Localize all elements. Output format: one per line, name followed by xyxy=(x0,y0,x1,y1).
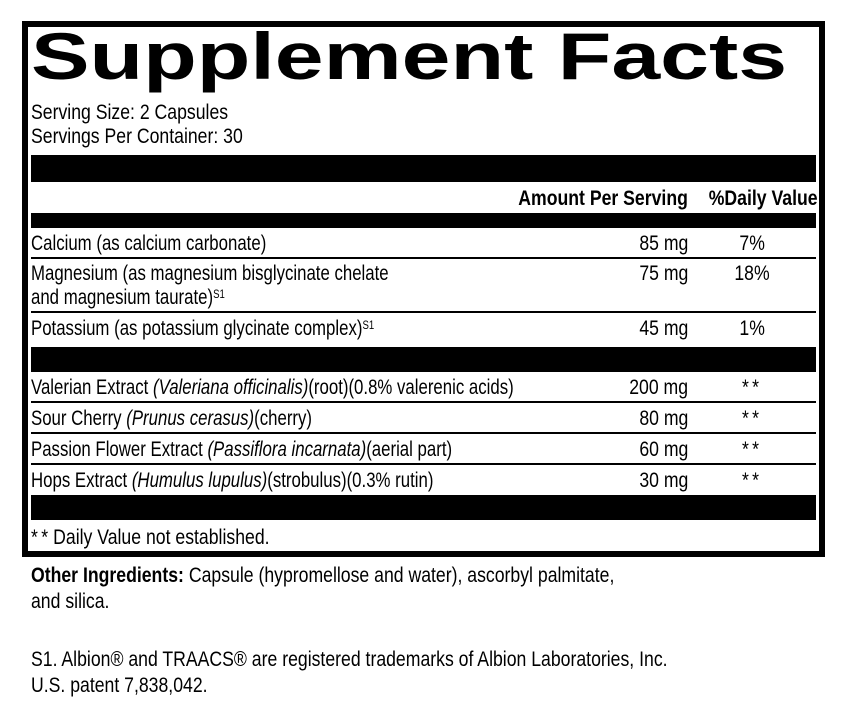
daily-value-header: %Daily Value xyxy=(708,187,818,210)
ingredient-row-magnesium: Magnesium (as magnesium bisglycinate che… xyxy=(31,259,816,313)
column-header-row: Amount Per Serving %Daily Value xyxy=(31,182,818,213)
amount-cell: 80 mg xyxy=(638,407,688,430)
ingredient-name: Potassium (as potassium glycinate comple… xyxy=(31,317,375,340)
ingredient-row-sour-cherry: Sour Cherry (Prunus cerasus)(cherry) 80 … xyxy=(31,403,816,434)
footnote-stars: ** xyxy=(31,526,52,549)
daily-value-cell: 7% xyxy=(739,232,765,255)
amount-cell: 75 mg xyxy=(638,262,688,285)
other-ingredients-line2: and silica. xyxy=(31,590,110,613)
daily-value-cell: ** xyxy=(741,376,763,399)
divider-bar-thick-top xyxy=(31,155,816,182)
ingredient-row-passion-flower: Passion Flower Extract (Passiflora incar… xyxy=(31,434,816,465)
trademark-note: S1. Albion® and TRAACS® are registered t… xyxy=(31,647,823,699)
latin-name: (Humulus lupulus) xyxy=(131,469,268,492)
daily-value-cell: 1% xyxy=(739,317,765,340)
trademark-line2: U.S. patent 7,838,042. xyxy=(31,674,208,697)
daily-value-footnote: **Daily Value not established. xyxy=(31,526,270,549)
amount-cell: 60 mg xyxy=(638,438,688,461)
amount-cell: 45 mg xyxy=(638,317,688,340)
daily-value-cell: ** xyxy=(741,438,763,461)
divider-bar-thick-middle xyxy=(31,347,816,372)
amount-per-serving-header: Amount Per Serving xyxy=(518,187,688,210)
latin-name: (Passiflora incarnata) xyxy=(207,438,367,461)
ingredient-row-calcium: Calcium (as calcium carbonate) 85 mg 7% xyxy=(31,228,816,259)
ingredient-name: Passion Flower Extract (Passiflora incar… xyxy=(31,438,453,461)
footnote-ref: S1 xyxy=(362,318,375,332)
ingredient-name: Valerian Extract (Valeriana officinalis)… xyxy=(31,376,514,399)
ingredient-name: Hops Extract (Humulus lupulus)(strobulus… xyxy=(31,469,434,492)
amount-cell: 30 mg xyxy=(638,469,688,492)
ingredient-row-valerian: Valerian Extract (Valeriana officinalis)… xyxy=(31,372,816,403)
panel-title: Supplement Facts xyxy=(31,23,816,89)
ingredient-name-line2: and magnesium taurate)S1 xyxy=(31,286,225,309)
ingredient-name: Calcium (as calcium carbonate) xyxy=(31,232,267,255)
trademark-line1: S1. Albion® and TRAACS® are registered t… xyxy=(31,648,668,671)
panel-title-text: Supplement Facts xyxy=(31,19,788,93)
serving-size-line: Serving Size: 2 Capsules xyxy=(31,101,229,124)
divider-bar-thick-bottom xyxy=(31,495,816,520)
ingredient-row-potassium: Potassium (as potassium glycinate comple… xyxy=(31,313,816,347)
divider-bar-thin xyxy=(31,213,816,228)
ingredient-name: Sour Cherry (Prunus cerasus)(cherry) xyxy=(31,407,313,430)
ingredient-row-hops: Hops Extract (Humulus lupulus)(strobulus… xyxy=(31,465,816,495)
other-ingredients-section: Other Ingredients: Capsule (hypromellose … xyxy=(31,563,823,699)
supplement-facts-panel: Supplement Facts Serving Size: 2 Capsule… xyxy=(22,21,825,557)
amount-cell: 85 mg xyxy=(638,232,688,255)
servings-per-container-line: Servings Per Container: 30 xyxy=(31,125,243,148)
daily-value-cell: ** xyxy=(741,469,763,492)
latin-name: (Valeriana officinalis) xyxy=(153,376,309,399)
footnote-ref: S1 xyxy=(213,287,225,301)
amount-cell: 200 mg xyxy=(629,376,688,399)
other-ingredients-line1: Other Ingredients: Capsule (hypromellose … xyxy=(31,564,615,587)
ingredient-name: Magnesium (as magnesium bisglycinate che… xyxy=(31,262,538,310)
latin-name: (Prunus cerasus) xyxy=(126,407,255,430)
daily-value-cell: ** xyxy=(741,407,763,430)
other-ingredients-label: Other Ingredients: xyxy=(31,564,184,587)
daily-value-cell: 18% xyxy=(734,262,770,285)
